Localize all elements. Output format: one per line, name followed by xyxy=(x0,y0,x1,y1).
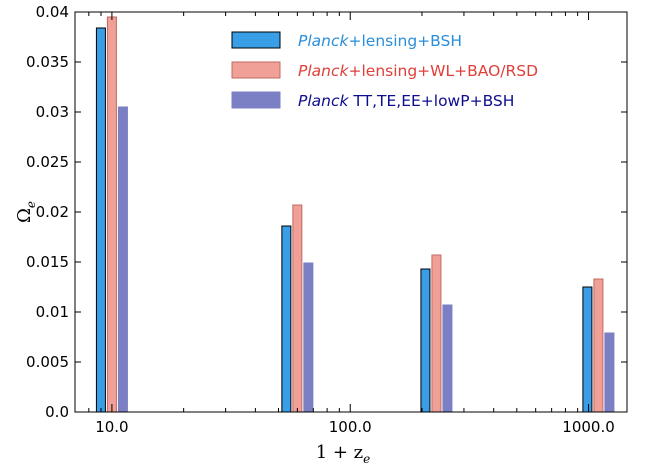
x-axis-label: 1 + ze xyxy=(316,442,371,466)
y-tick-label: 0.01 xyxy=(36,303,69,321)
bar-series1-group4 xyxy=(582,286,593,413)
x-tick-label: 10.0 xyxy=(95,418,128,436)
y-tick-label: 0.04 xyxy=(36,3,69,21)
x-tick-label: 100.0 xyxy=(329,418,372,436)
ticks-layer xyxy=(74,11,627,413)
legend-label-3: Planck TT,TE,EE+lowP+BSH xyxy=(298,92,514,110)
bar-series1-group3 xyxy=(420,268,431,413)
bar-series3-group4 xyxy=(604,332,615,413)
y-tick-label: 0.005 xyxy=(26,353,69,371)
y-tick-label: 0.03 xyxy=(36,103,69,121)
bar-series3-group1 xyxy=(117,106,128,413)
legend-swatch-2 xyxy=(231,61,281,79)
x-axis-label-main: 1 + z xyxy=(316,442,363,463)
legend-label-rest: +lensing+WL+BAO/RSD xyxy=(348,62,538,80)
bar-series2-group4 xyxy=(593,278,604,413)
y-tick-label: 0.035 xyxy=(26,53,69,71)
legend-label-rest: TT,TE,EE+lowP+BSH xyxy=(348,92,514,110)
bar-series2-group1 xyxy=(106,16,117,413)
bar-series3-group3 xyxy=(442,304,453,413)
bars-layer xyxy=(95,16,615,413)
bar-series2-group3 xyxy=(431,254,442,413)
legend-swatch-3 xyxy=(231,91,281,109)
y-axis-label-sub: e xyxy=(24,201,38,208)
y-axis-label-main: Ω xyxy=(14,208,35,223)
legend-label-1: Planck+lensing+BSH xyxy=(298,32,462,50)
x-axis-label-sub: e xyxy=(363,452,370,466)
legend-label-2: Planck+lensing+WL+BAO/RSD xyxy=(298,62,538,80)
legend-swatch-1 xyxy=(231,31,281,49)
bar-series1-group1 xyxy=(95,27,106,413)
bar-series3-group2 xyxy=(303,262,314,413)
y-tick-label: 0.02 xyxy=(36,203,69,221)
legend-label-italic: Planck xyxy=(298,32,349,50)
y-axis-label: Ωe xyxy=(14,201,38,223)
y-tick-label: 0.0 xyxy=(45,403,69,421)
legend: Planck+lensing+BSHPlanck+lensing+WL+BAO/… xyxy=(231,31,538,110)
x-tick-label: 1000.0 xyxy=(562,418,615,436)
bar-series2-group2 xyxy=(292,204,303,413)
y-tick-label: 0.015 xyxy=(26,253,69,271)
legend-label-rest: +lensing+BSH xyxy=(348,32,462,50)
labels-layer: 0.0 0.005 0.01 0.015 0.02 0.025 0.03 0.035 0.04 1… xyxy=(14,3,615,466)
y-tick-label: 0.025 xyxy=(26,153,69,171)
bar-series1-group2 xyxy=(281,225,292,413)
legend-label-italic: Planck xyxy=(298,62,349,80)
legend-label-italic: Planck xyxy=(298,92,349,110)
